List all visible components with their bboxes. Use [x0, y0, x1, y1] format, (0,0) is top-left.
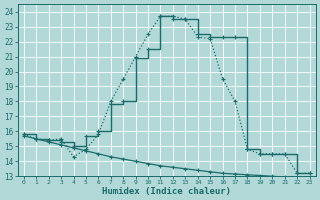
X-axis label: Humidex (Indice chaleur): Humidex (Indice chaleur)	[102, 187, 231, 196]
